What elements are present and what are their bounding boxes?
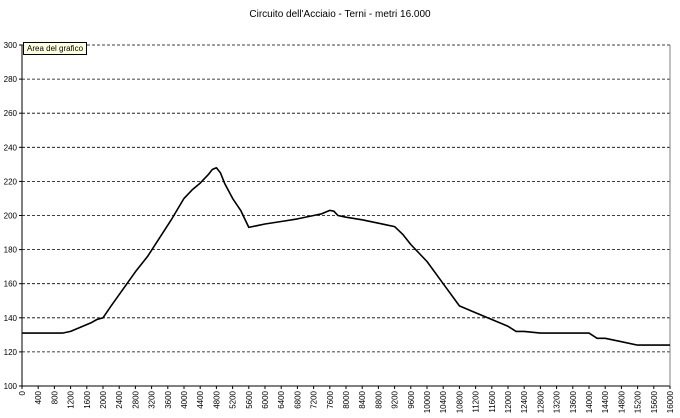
x-tick-label-10000: 10000 bbox=[423, 390, 432, 413]
x-tick-label-2400: 2400 bbox=[115, 390, 124, 408]
x-tick-label-16000: 16000 bbox=[666, 390, 675, 413]
x-tick-label-9600: 9600 bbox=[407, 390, 416, 408]
x-tick-label-12800: 12800 bbox=[536, 390, 545, 413]
x-tick-label-4400: 4400 bbox=[196, 390, 205, 408]
y-tick-label-140: 140 bbox=[4, 314, 18, 323]
x-tick-label-6400: 6400 bbox=[277, 390, 286, 408]
x-tick-label-1200: 1200 bbox=[67, 390, 76, 408]
x-tick-label-8400: 8400 bbox=[358, 390, 367, 408]
x-tick-label-3200: 3200 bbox=[148, 390, 157, 408]
chart-area-label: Area del grafico bbox=[23, 42, 88, 55]
y-tick-label-180: 180 bbox=[4, 246, 18, 255]
y-tick-label-120: 120 bbox=[4, 348, 18, 357]
x-tick-label-14000: 14000 bbox=[585, 390, 594, 413]
x-tick-label-2000: 2000 bbox=[99, 390, 108, 408]
x-tick-label-5600: 5600 bbox=[245, 390, 254, 408]
y-tick-label-100: 100 bbox=[4, 382, 18, 391]
x-tick-label-4800: 4800 bbox=[212, 390, 221, 408]
axis-layer: 100 120 140 160 180 200 220 240 260 280 300 0 400 800… bbox=[4, 41, 675, 413]
grid-layer bbox=[22, 44, 670, 353]
x-tick-label-11600: 11600 bbox=[488, 390, 497, 412]
x-tick-label-8000: 8000 bbox=[342, 390, 351, 408]
x-tick-label-0: 0 bbox=[18, 390, 27, 395]
x-tick-label-14800: 14800 bbox=[617, 390, 626, 413]
y-tick-label-200: 200 bbox=[4, 212, 18, 221]
x-tick-label-800: 800 bbox=[50, 390, 59, 404]
x-tick-label-6800: 6800 bbox=[293, 390, 302, 408]
y-tick-label-240: 240 bbox=[4, 143, 18, 152]
x-tick-label-14400: 14400 bbox=[601, 390, 610, 413]
y-tick-label-220: 220 bbox=[4, 177, 18, 186]
x-tick-label-8800: 8800 bbox=[374, 390, 383, 408]
x-tick-label-1600: 1600 bbox=[83, 390, 92, 408]
x-tick-label-13200: 13200 bbox=[553, 390, 562, 413]
x-tick-label-12000: 12000 bbox=[504, 390, 513, 413]
x-tick-label-11200: 11200 bbox=[472, 390, 481, 412]
series-line-0 bbox=[22, 167, 670, 346]
y-tick-label-300: 300 bbox=[4, 41, 18, 50]
y-tick-label-260: 260 bbox=[4, 109, 18, 118]
x-tick-label-7600: 7600 bbox=[326, 390, 335, 408]
x-tick-label-13600: 13600 bbox=[569, 390, 578, 413]
x-tick-label-15200: 15200 bbox=[634, 390, 643, 413]
x-tick-label-400: 400 bbox=[34, 390, 43, 404]
x-tick-label-7200: 7200 bbox=[310, 390, 319, 408]
x-tick-label-9200: 9200 bbox=[391, 390, 400, 408]
chart-title: Circuito dell'Acciaio - Terni - metri 16… bbox=[249, 9, 431, 20]
y-tick-label-280: 280 bbox=[4, 75, 18, 84]
x-tick-label-10800: 10800 bbox=[455, 390, 464, 413]
x-tick-label-6000: 6000 bbox=[261, 390, 270, 408]
x-tick-label-5200: 5200 bbox=[229, 390, 238, 408]
x-tick-label-15600: 15600 bbox=[650, 390, 659, 413]
x-tick-label-10400: 10400 bbox=[439, 390, 448, 413]
x-tick-label-3600: 3600 bbox=[164, 390, 173, 408]
series-layer bbox=[22, 167, 670, 346]
x-tick-label-4000: 4000 bbox=[180, 390, 189, 408]
x-tick-label-2800: 2800 bbox=[131, 390, 140, 408]
y-tick-label-160: 160 bbox=[4, 280, 18, 289]
x-tick-label-12400: 12400 bbox=[520, 390, 529, 413]
